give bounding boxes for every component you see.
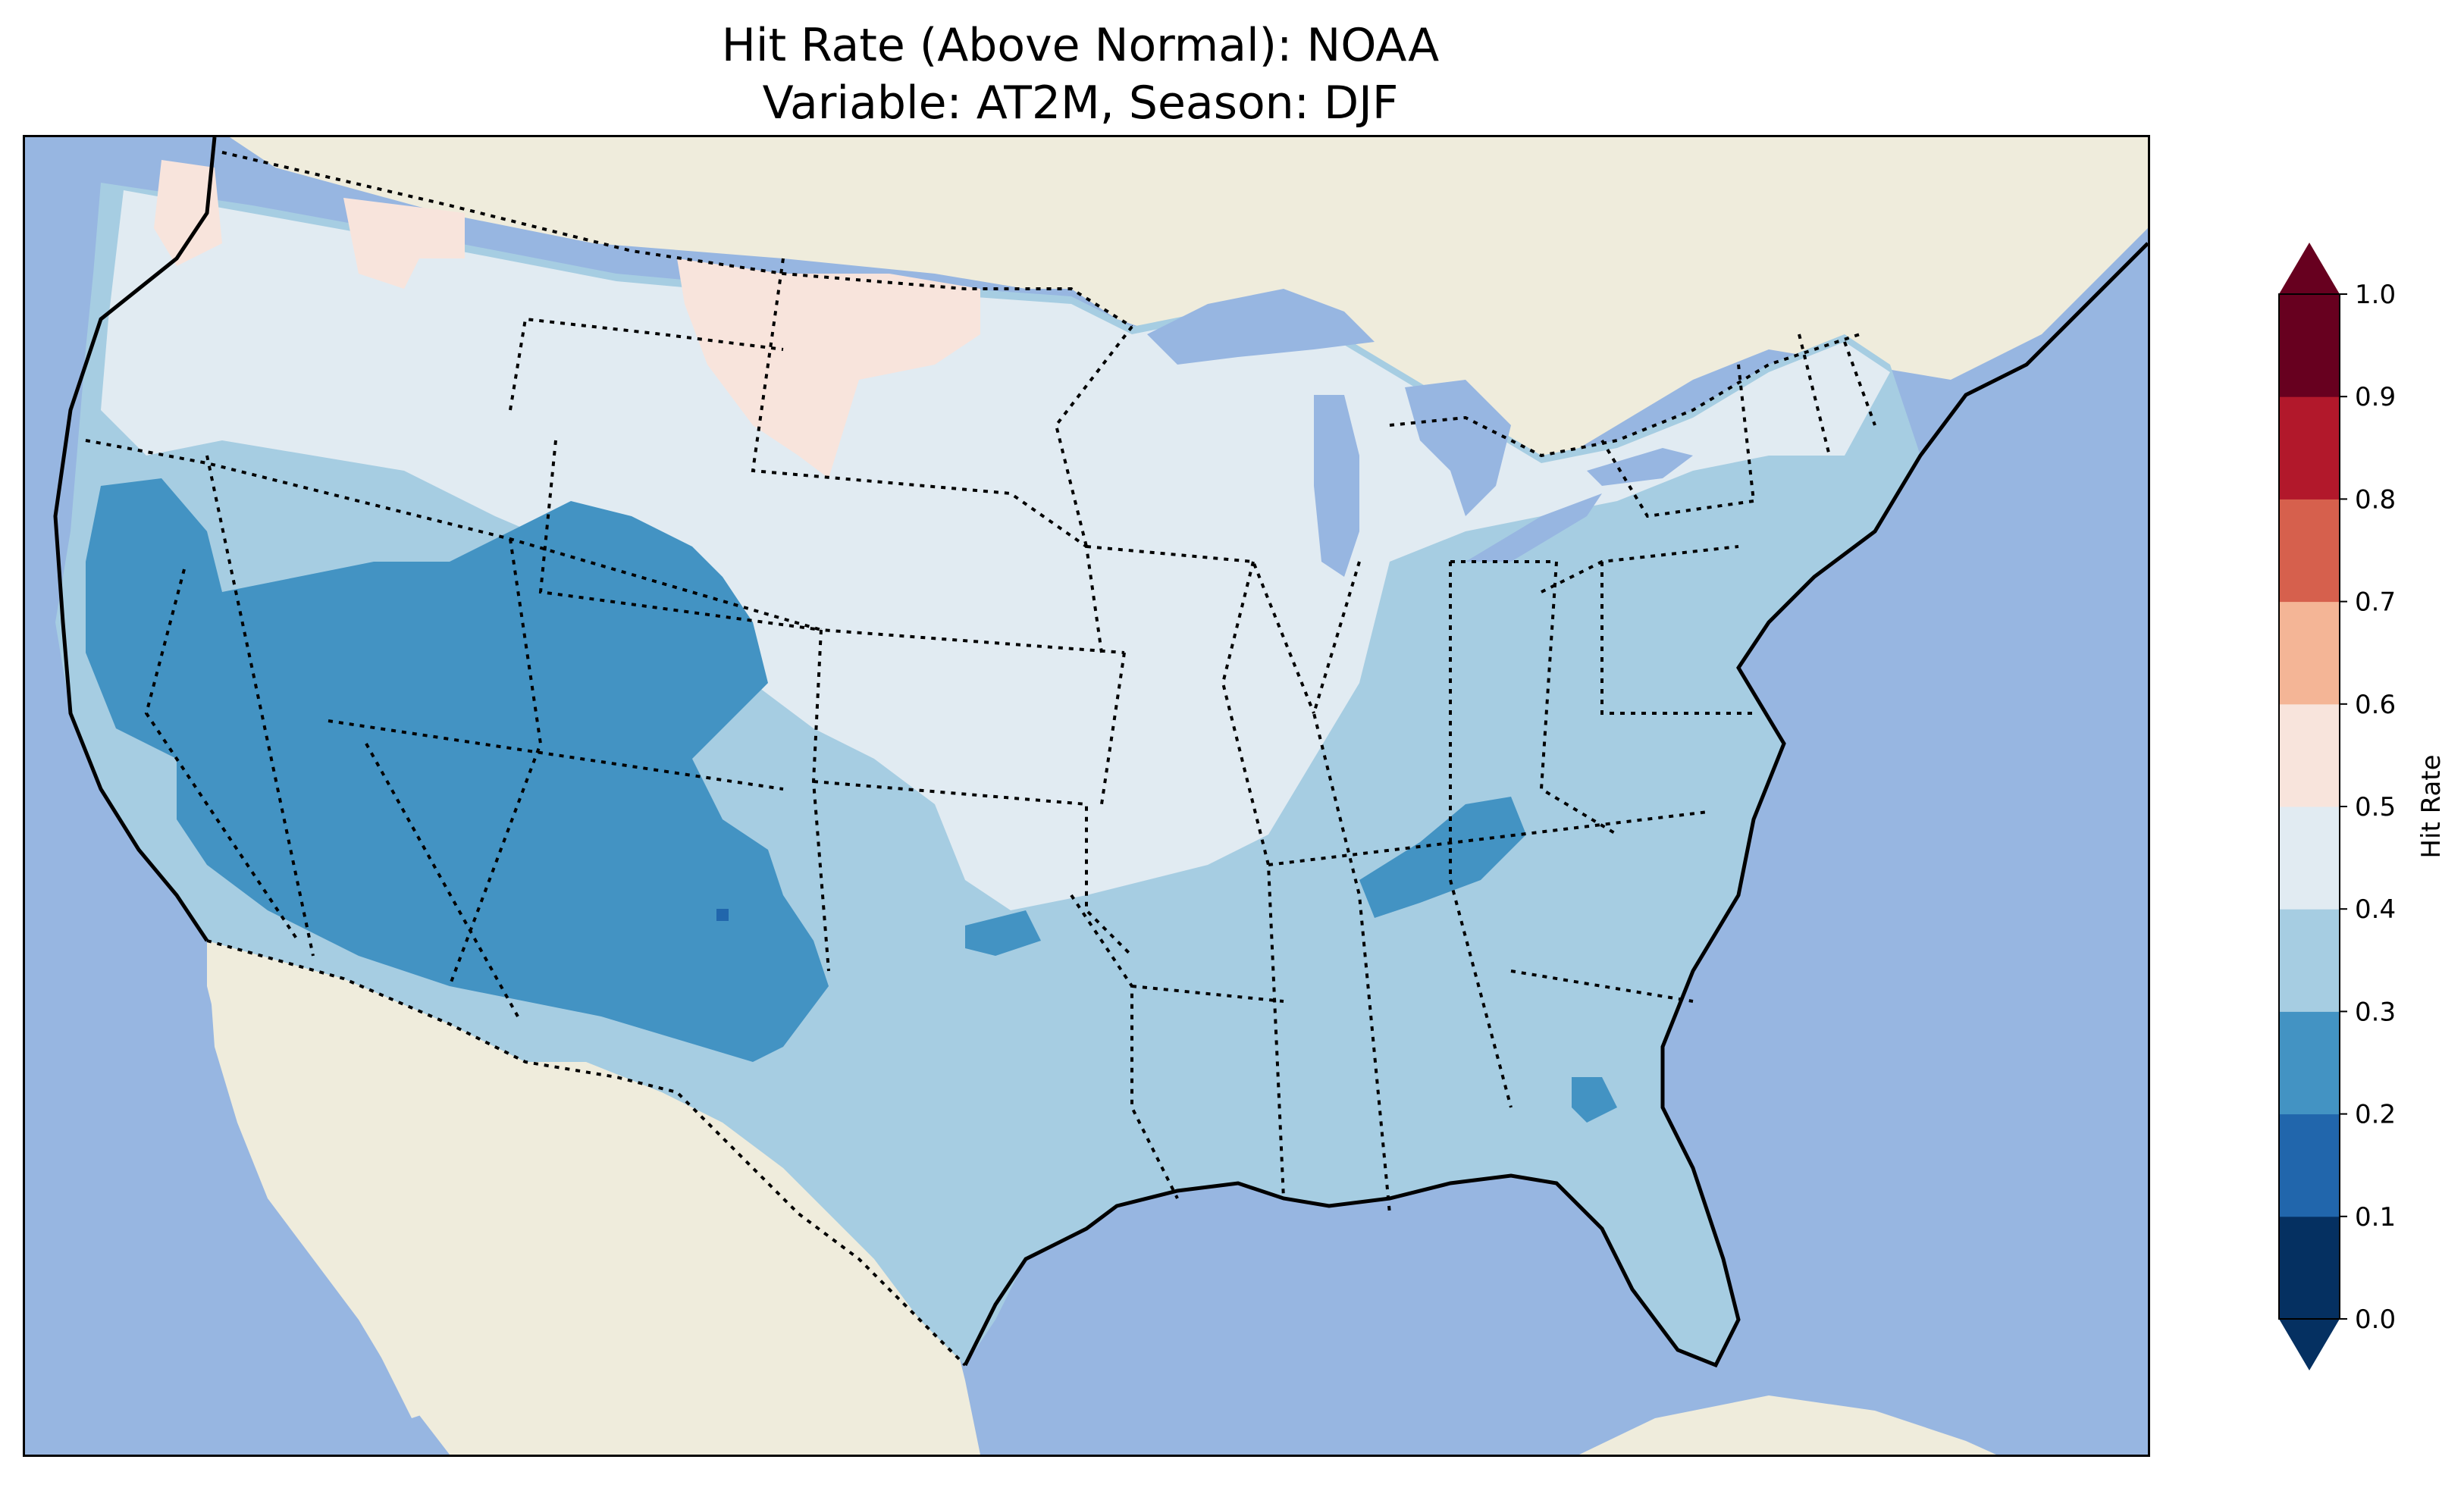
coastline-gulf-east <box>963 242 2148 1368</box>
coastline-west <box>53 137 217 942</box>
colorbar-band-0.3-0.4 <box>2279 909 2340 1012</box>
idaho-patch-0.5-0.6 <box>343 198 465 289</box>
usa-region-0.4-0.5 <box>101 190 1890 910</box>
state-borders <box>85 258 1876 1214</box>
colorbar-tick-label: 0.1 <box>2355 1202 2396 1232</box>
colorbar-tick-label: 0.4 <box>2355 894 2396 925</box>
colorbar-band-0.4-0.5 <box>2279 807 2340 910</box>
colorbar-tick-label: 0.5 <box>2355 792 2396 822</box>
colorbar-frame <box>2278 293 2340 1320</box>
colorbar-band-0.2-0.3 <box>2279 1011 2340 1115</box>
map-canvas <box>25 137 2148 1455</box>
cuba-land <box>1579 1395 1996 1455</box>
lake-erie <box>1466 493 1602 562</box>
mexico-land <box>207 941 980 1455</box>
colorbar-ticks: 0.0 0.1 0.2 0.3 0.4 0.5 0.6 0.7 0.8 0.9 1.0 <box>2340 280 2396 1335</box>
lake-superior <box>1147 289 1375 365</box>
colorbar-label: Hit Rate <box>2416 754 2447 858</box>
tennessee-region-0.2-0.3 <box>1359 797 1526 918</box>
us-canada-border <box>221 151 1861 458</box>
colorbar-tick-label: 0.8 <box>2355 484 2396 515</box>
colorbar-tick-label: 0.9 <box>2355 382 2396 412</box>
lake-huron <box>1405 380 1511 516</box>
colorbar-tick-label: 1.0 <box>2355 280 2396 310</box>
lake-michigan <box>1314 395 1359 577</box>
southwest-region-0.2-0.3 <box>86 478 829 1062</box>
colorbar-tick-label: 0.0 <box>2355 1305 2396 1335</box>
lake-ontario <box>1587 448 1693 486</box>
pnw-patch-0.5-0.6 <box>154 160 222 266</box>
map-title: Hit Rate (Above Normal): NOAA Variable: … <box>0 17 2161 132</box>
florida-patch-0.2-0.3 <box>1572 1077 1617 1123</box>
dakotas-patch-0.5-0.6 <box>677 258 980 478</box>
colorbar-band-0.6-0.7 <box>2279 601 2340 705</box>
colorbar-tick-label: 0.2 <box>2355 1100 2396 1130</box>
title-line-2: Variable: AT2M, Season: DJF <box>762 77 1399 130</box>
oklahoma-patch-0.2-0.3 <box>965 910 1041 956</box>
colorbar-band-0.7-0.8 <box>2279 499 2340 603</box>
nm-cell-0.1-0.2 <box>716 909 729 921</box>
colorbar-band-0.8-0.9 <box>2279 396 2340 500</box>
colorbar-tick-label: 0.6 <box>2355 690 2396 720</box>
colorbar-band-0.5-0.6 <box>2279 703 2340 807</box>
colorbar-tick-label: 0.7 <box>2355 587 2396 618</box>
colorbar-band-0.9-1.0 <box>2279 294 2340 397</box>
colorbar-band-0.1-0.2 <box>2279 1113 2340 1217</box>
colorbar-band-0.0-0.1 <box>2279 1216 2340 1320</box>
colorbar-extend-max <box>2279 243 2340 294</box>
colorbar-extend-min <box>2279 1319 2340 1370</box>
map-panel[interactable] <box>23 135 2150 1457</box>
title-line-1: Hit Rate (Above Normal): NOAA <box>721 19 1440 72</box>
colorbar-bands <box>2279 294 2340 1320</box>
baja-land <box>207 941 434 1418</box>
colorbar-tick-label: 0.3 <box>2355 997 2396 1027</box>
